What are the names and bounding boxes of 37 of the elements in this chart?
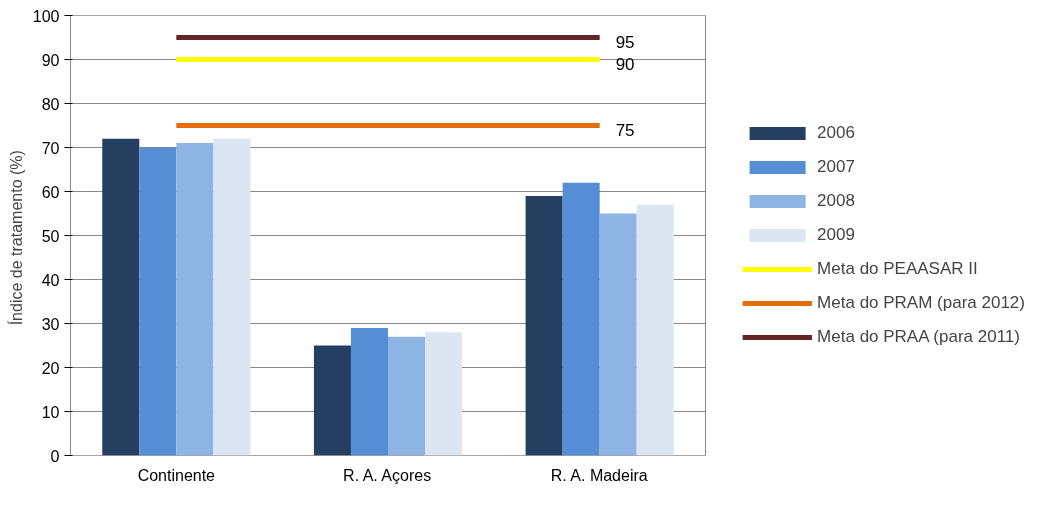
y-tick-label: 0 — [50, 447, 60, 465]
bar — [139, 147, 177, 456]
y-tick-label: 90 — [41, 51, 60, 69]
y-tick-label: 10 — [41, 403, 60, 421]
legend-label: Meta do PRAM (para 2012) — [817, 293, 1025, 313]
y-tick-label: 60 — [41, 183, 60, 201]
y-tick-label: 40 — [41, 271, 60, 289]
data-label: 95 — [615, 32, 635, 52]
x-tick-label: R. A. Madeira — [550, 466, 648, 484]
bar — [525, 195, 563, 456]
bar — [636, 204, 674, 456]
legend-label: 2008 — [817, 191, 855, 211]
legend-label: 2006 — [817, 123, 855, 143]
y-tick-label: 50 — [41, 227, 60, 245]
legend-label: Meta do PEAASAR II — [817, 259, 978, 279]
bar — [102, 138, 140, 456]
x-tick-label: Continente — [137, 466, 216, 484]
bar — [562, 182, 600, 456]
bar — [313, 345, 351, 456]
bar — [350, 327, 388, 456]
bar — [388, 336, 426, 456]
x-tick-label: R. A. Açores — [343, 466, 432, 484]
y-tick-label: 70 — [41, 139, 60, 157]
y-tick-label: 80 — [41, 95, 60, 113]
bar — [176, 143, 214, 456]
y-tick-label: 30 — [41, 315, 60, 333]
bar — [599, 213, 637, 456]
legend-label: 2009 — [817, 225, 855, 245]
bar — [213, 138, 251, 456]
y-tick-label: 100 — [32, 7, 60, 25]
y-axis-title: Índice de tratamento (%) — [6, 150, 25, 326]
data-label: 90 — [615, 54, 635, 74]
legend-label: 2007 — [817, 157, 855, 177]
data-label: 75 — [615, 120, 635, 140]
y-tick-label: 20 — [41, 359, 60, 377]
legend-label: Meta do PRAA (para 2011) — [817, 327, 1020, 347]
bar — [425, 332, 463, 456]
